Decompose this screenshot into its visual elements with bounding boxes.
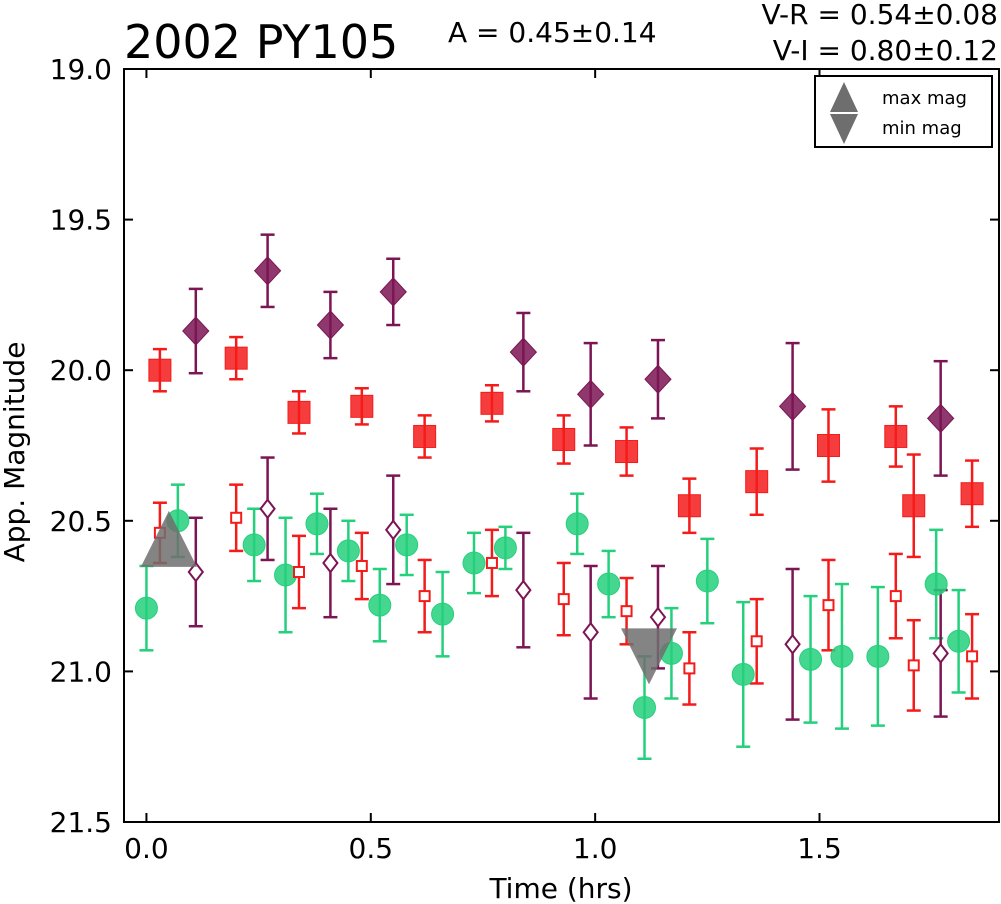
- data-point: [947, 629, 971, 653]
- y-tick-label: 19.5: [50, 204, 112, 237]
- y-tick-label: 19.0: [50, 53, 112, 86]
- data-point: [597, 572, 621, 596]
- x-tick-label: 1.0: [573, 832, 618, 865]
- data-point: [784, 633, 801, 655]
- data-point: [259, 498, 276, 520]
- legend-max-mag-marker: [830, 82, 858, 112]
- legend-min-mag-label: min mag: [882, 118, 962, 139]
- data-point: [902, 494, 926, 518]
- legend: max mag min mag: [814, 75, 993, 148]
- data-point: [485, 556, 498, 569]
- legend-min-mag-marker: [830, 114, 858, 144]
- data-point: [413, 424, 437, 448]
- data-point: [816, 434, 840, 457]
- data-point: [148, 358, 172, 382]
- data-point: [431, 602, 455, 626]
- data-point: [683, 662, 696, 675]
- data-point: [182, 316, 210, 346]
- data-point: [889, 590, 902, 603]
- data-point: [822, 599, 835, 612]
- data-point: [731, 662, 755, 686]
- data-point: [633, 696, 657, 720]
- data-markers: [134, 256, 984, 720]
- data-point: [395, 533, 419, 557]
- x-tick-label: 1.5: [797, 832, 842, 865]
- data-point: [750, 635, 763, 648]
- max-mag-marker: [140, 510, 197, 567]
- data-point: [368, 593, 392, 617]
- data-point: [799, 647, 823, 671]
- data-point: [649, 606, 667, 628]
- legend-max-mag-label: max mag: [882, 88, 967, 109]
- y-tick-label: 21.5: [50, 806, 112, 839]
- min-mag-marker: [621, 628, 677, 685]
- data-point: [907, 659, 920, 672]
- data-point: [615, 440, 639, 464]
- data-point: [552, 427, 576, 451]
- data-point: [926, 403, 955, 434]
- data-point: [418, 590, 431, 603]
- data-point: [932, 642, 949, 664]
- x-tick-label: 0.0: [124, 832, 169, 865]
- data-point: [350, 394, 374, 418]
- axis-ticks: 0.0 0.5 1.0 1.5 19.0 19.5 20.0 20.5 21.0 21.5: [50, 53, 999, 865]
- data-point: [187, 561, 205, 583]
- data-point: [379, 277, 407, 307]
- data-point: [644, 364, 672, 394]
- plot-frame: [123, 68, 1000, 823]
- data-point: [384, 519, 402, 541]
- data-point: [253, 256, 282, 286]
- data-point: [924, 572, 948, 596]
- data-point: [830, 644, 854, 668]
- data-point: [745, 470, 769, 494]
- data-point: [620, 605, 633, 618]
- data-point: [677, 494, 701, 518]
- data-point: [960, 482, 984, 506]
- data-point: [336, 539, 360, 563]
- data-point: [305, 512, 329, 536]
- data-point: [582, 621, 599, 643]
- y-axis-label: App. Magnitude: [0, 342, 31, 563]
- data-point: [134, 596, 158, 620]
- data-point: [230, 511, 243, 524]
- data-point: [355, 559, 368, 572]
- data-point: [242, 533, 266, 557]
- data-point: [966, 650, 979, 663]
- data-point: [493, 536, 517, 560]
- y-tick-label: 20.0: [50, 354, 112, 387]
- data-point: [565, 512, 589, 536]
- color-vi-label: V-I = 0.80±0.12: [773, 34, 998, 67]
- y-tick-label: 20.5: [50, 505, 112, 538]
- data-point: [480, 391, 504, 415]
- data-point: [287, 400, 311, 424]
- data-point: [778, 391, 807, 422]
- data-point: [866, 644, 890, 668]
- data-point: [884, 424, 908, 448]
- data-point: [322, 552, 339, 574]
- x-tick-label: 0.5: [349, 832, 394, 865]
- amplitude-label: A = 0.45±0.14: [448, 16, 657, 49]
- data-point: [462, 551, 486, 575]
- data-point: [576, 379, 605, 410]
- chart-title: 2002 PY105: [124, 15, 398, 69]
- data-point: [509, 337, 538, 367]
- data-point: [515, 579, 532, 601]
- color-vr-label: V-R = 0.54±0.08: [762, 0, 998, 31]
- data-point: [695, 569, 719, 593]
- y-tick-label: 21.0: [50, 655, 112, 688]
- data-point: [224, 346, 248, 370]
- data-point: [293, 566, 305, 579]
- x-axis-label: Time (hrs): [488, 872, 632, 904]
- data-point: [557, 593, 570, 606]
- data-point: [316, 310, 345, 340]
